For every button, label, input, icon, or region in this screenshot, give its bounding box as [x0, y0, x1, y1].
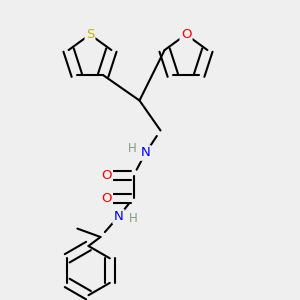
Text: O: O — [101, 169, 112, 182]
Text: N: N — [141, 146, 150, 160]
Text: O: O — [181, 28, 191, 41]
Text: S: S — [86, 28, 94, 41]
Text: O: O — [101, 191, 112, 205]
Text: H: H — [128, 142, 136, 155]
Text: H: H — [128, 212, 137, 225]
Text: N: N — [114, 210, 123, 223]
